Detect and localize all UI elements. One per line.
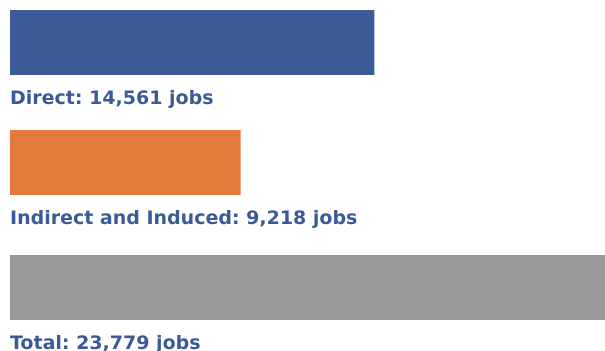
bar-label-direct: Direct: 14,561 jobs [10,87,214,109]
bar-direct [10,10,375,75]
bar-label-indirect-and-induced: Indirect and Induced: 9,218 jobs [10,207,357,229]
bar-indirect-and-induced [10,130,241,195]
bar-label-total: Total: 23,779 jobs [10,332,201,351]
bar-total [10,255,605,320]
